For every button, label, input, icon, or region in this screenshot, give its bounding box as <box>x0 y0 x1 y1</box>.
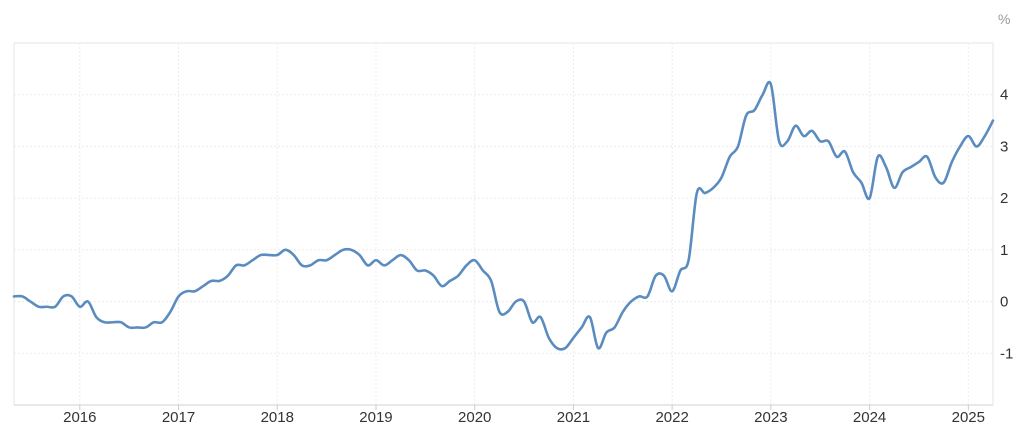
x-axis-tick-labels: 2016 2017 2018 2019 2020 2021 2022 2023 2024 2025 <box>63 409 985 426</box>
vertical-gridlines <box>79 43 969 410</box>
x-tick-label: 2019 <box>359 409 392 426</box>
series-line <box>12 80 995 351</box>
y-axis-tick-labels: 4 3 2 1 0 -1 <box>1000 87 1013 363</box>
y-tick-label: 2 <box>1000 190 1008 207</box>
x-tick-label: 2018 <box>261 409 294 426</box>
y-tick-label: -1 <box>1000 345 1013 362</box>
x-tick-label: 2017 <box>162 409 195 426</box>
x-tick-label: 2020 <box>458 409 491 426</box>
x-tick-label: 2024 <box>853 409 886 426</box>
plot-frame <box>13 42 994 406</box>
series-layer <box>12 80 995 351</box>
y-tick-label: 3 <box>1000 138 1008 155</box>
y-tick-label: 0 <box>1000 294 1008 311</box>
x-tick-label: 2022 <box>655 409 688 426</box>
horizontal-gridlines <box>14 94 993 354</box>
x-tick-label: 2025 <box>952 409 985 426</box>
x-tick-label: 2023 <box>754 409 787 426</box>
x-tick-label: 2016 <box>63 409 96 426</box>
y-tick-label: 1 <box>1000 242 1008 259</box>
x-tick-label: 2021 <box>557 409 590 426</box>
unit-label: % <box>998 11 1010 27</box>
y-tick-label: 4 <box>1000 87 1008 104</box>
